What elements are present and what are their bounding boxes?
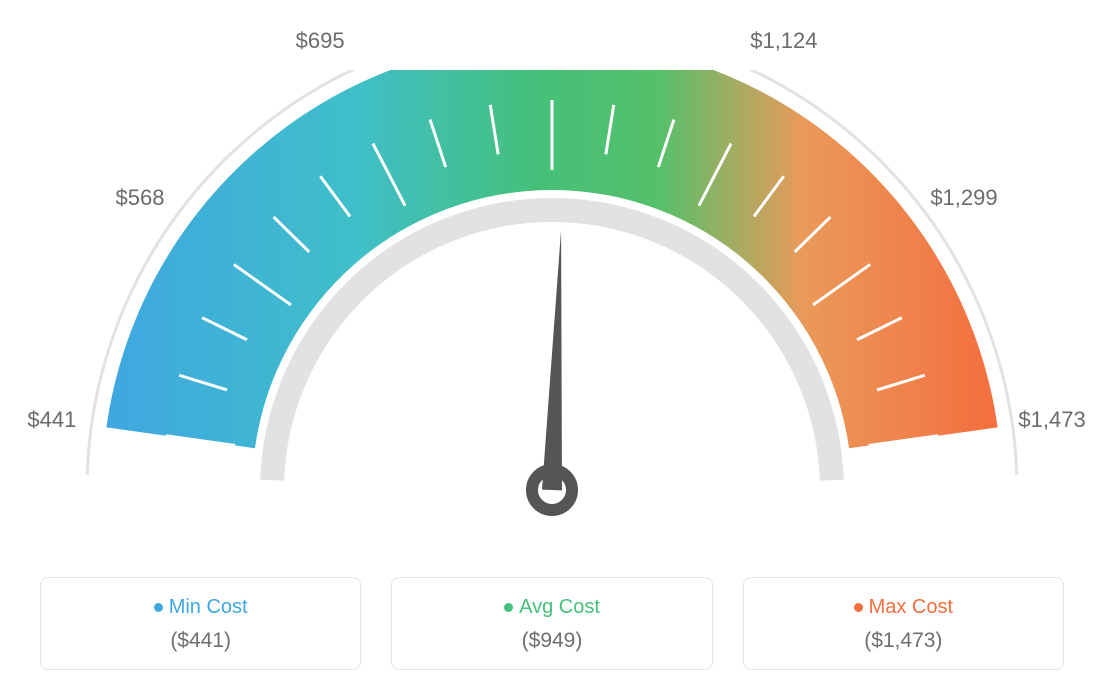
legend-max-value: ($1,473) [754,629,1053,653]
legend-avg: Avg Cost ($949) [391,577,712,670]
gauge-chart: $441$568$695$949$1,124$1,299$1,473 [0,0,1104,560]
legend-min: Min Cost ($441) [40,577,361,670]
legend-min-title: Min Cost [51,596,350,619]
legend-row: Min Cost ($441) Avg Cost ($949) Max Cost… [40,577,1064,670]
tick-label: $441 [27,407,76,433]
legend-max: Max Cost ($1,473) [743,577,1064,670]
legend-max-title: Max Cost [754,596,1053,619]
legend-avg-dot-icon [504,603,513,612]
legend-avg-value: ($949) [402,629,701,653]
tick-label: $1,299 [930,185,997,211]
legend-avg-title: Avg Cost [402,596,701,619]
tick-label: $1,473 [1018,407,1085,433]
legend-max-label: Max Cost [869,596,953,618]
tick-label: $695 [296,28,345,54]
legend-min-dot-icon [154,603,163,612]
legend-min-label: Min Cost [169,596,248,618]
legend-min-value: ($441) [51,629,350,653]
gauge-svg [0,70,1104,630]
legend-avg-label: Avg Cost [519,596,600,618]
legend-max-dot-icon [854,603,863,612]
tick-label: $1,124 [750,28,817,54]
tick-label: $568 [116,185,165,211]
